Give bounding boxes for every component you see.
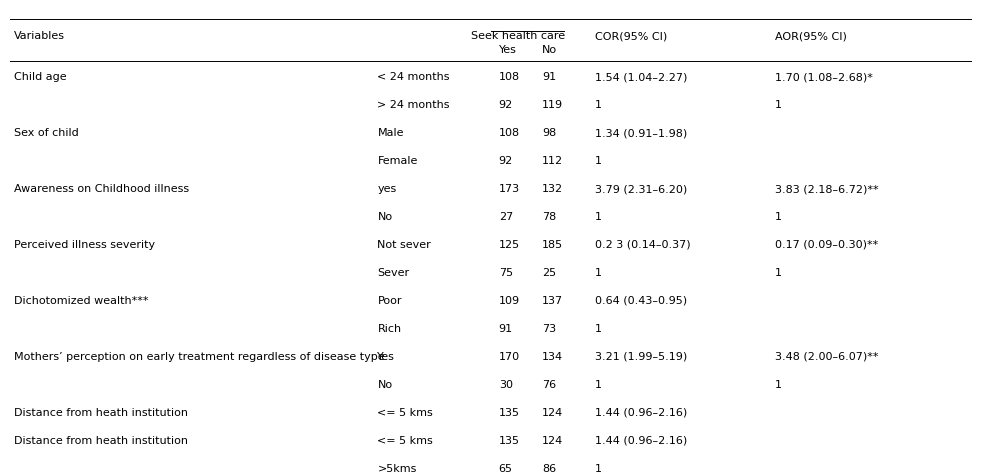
Text: Perceived illness severity: Perceived illness severity xyxy=(14,240,155,250)
Text: yes: yes xyxy=(377,184,397,194)
Text: 92: 92 xyxy=(499,100,513,110)
Text: 124: 124 xyxy=(542,436,564,446)
Text: 125: 125 xyxy=(499,240,519,250)
Text: 1: 1 xyxy=(595,100,602,110)
Text: 30: 30 xyxy=(499,380,513,390)
Text: Yes: Yes xyxy=(499,46,517,56)
Text: 1: 1 xyxy=(595,268,602,278)
Text: 112: 112 xyxy=(542,156,563,166)
Text: 109: 109 xyxy=(499,296,519,306)
Text: 137: 137 xyxy=(542,296,563,306)
Text: 1: 1 xyxy=(775,212,782,222)
Text: COR(95% CI): COR(95% CI) xyxy=(595,31,667,41)
Text: Dichotomized wealth***: Dichotomized wealth*** xyxy=(14,296,148,306)
Text: 91: 91 xyxy=(542,72,556,82)
Text: Mothers’ perception on early treatment regardless of disease type: Mothers’ perception on early treatment r… xyxy=(14,352,384,362)
Text: 75: 75 xyxy=(499,268,513,278)
Text: 3.79 (2.31–6.20): 3.79 (2.31–6.20) xyxy=(595,184,687,194)
Text: 1.44 (0.96–2.16): 1.44 (0.96–2.16) xyxy=(595,436,687,446)
Text: Sex of child: Sex of child xyxy=(14,128,79,138)
Text: 3.48 (2.00–6.07)**: 3.48 (2.00–6.07)** xyxy=(775,352,878,362)
Text: Yes: Yes xyxy=(377,352,396,362)
Text: 1: 1 xyxy=(595,212,602,222)
Text: 1: 1 xyxy=(775,268,782,278)
Text: Distance from heath institution: Distance from heath institution xyxy=(14,436,188,446)
Text: 134: 134 xyxy=(542,352,563,362)
Text: 76: 76 xyxy=(542,380,556,390)
Text: No: No xyxy=(377,380,393,390)
Text: 135: 135 xyxy=(499,436,519,446)
Text: 65: 65 xyxy=(499,464,513,474)
Text: <= 5 kms: <= 5 kms xyxy=(377,436,433,446)
Text: 78: 78 xyxy=(542,212,556,222)
Text: 1: 1 xyxy=(595,380,602,390)
Text: 1: 1 xyxy=(775,100,782,110)
Text: 108: 108 xyxy=(499,128,519,138)
Text: > 24 months: > 24 months xyxy=(377,100,450,110)
Text: 1: 1 xyxy=(595,464,602,474)
Text: 108: 108 xyxy=(499,72,519,82)
Text: Child age: Child age xyxy=(14,72,67,82)
Text: Male: Male xyxy=(377,128,404,138)
Text: 135: 135 xyxy=(499,408,519,418)
Text: No: No xyxy=(377,212,393,222)
Text: 1.34 (0.91–1.98): 1.34 (0.91–1.98) xyxy=(595,128,687,138)
Text: <= 5 kms: <= 5 kms xyxy=(377,408,433,418)
Text: 170: 170 xyxy=(499,352,519,362)
Text: 1: 1 xyxy=(595,324,602,334)
Text: 0.2 3 (0.14–0.37): 0.2 3 (0.14–0.37) xyxy=(595,240,690,250)
Text: 0.64 (0.43–0.95): 0.64 (0.43–0.95) xyxy=(595,296,687,306)
Text: 86: 86 xyxy=(542,464,556,474)
Text: 98: 98 xyxy=(542,128,556,138)
Text: Female: Female xyxy=(377,156,417,166)
Text: 0.17 (0.09–0.30)**: 0.17 (0.09–0.30)** xyxy=(775,240,878,250)
Text: Poor: Poor xyxy=(377,296,402,306)
Text: 1: 1 xyxy=(775,380,782,390)
Text: 3.21 (1.99–5.19): 3.21 (1.99–5.19) xyxy=(595,352,687,362)
Text: Distance from heath institution: Distance from heath institution xyxy=(14,408,188,418)
Text: 173: 173 xyxy=(499,184,519,194)
Text: Variables: Variables xyxy=(14,31,65,41)
Text: 119: 119 xyxy=(542,100,563,110)
Text: 92: 92 xyxy=(499,156,513,166)
Text: 91: 91 xyxy=(499,324,513,334)
Text: 132: 132 xyxy=(542,184,563,194)
Text: 1.70 (1.08–2.68)*: 1.70 (1.08–2.68)* xyxy=(775,72,873,82)
Text: 25: 25 xyxy=(542,268,556,278)
Text: Not sever: Not sever xyxy=(377,240,431,250)
Text: 3.83 (2.18–6.72)**: 3.83 (2.18–6.72)** xyxy=(775,184,879,194)
Text: Awareness on Childhood illness: Awareness on Childhood illness xyxy=(14,184,189,194)
Text: Sever: Sever xyxy=(377,268,409,278)
Text: 185: 185 xyxy=(542,240,563,250)
Text: 124: 124 xyxy=(542,408,564,418)
Text: >5kms: >5kms xyxy=(377,464,416,474)
Text: 27: 27 xyxy=(499,212,513,222)
Text: 73: 73 xyxy=(542,324,556,334)
Text: 1: 1 xyxy=(595,156,602,166)
Text: 1.44 (0.96–2.16): 1.44 (0.96–2.16) xyxy=(595,408,687,418)
Text: No: No xyxy=(542,46,557,56)
Text: < 24 months: < 24 months xyxy=(377,72,450,82)
Text: 1.54 (1.04–2.27): 1.54 (1.04–2.27) xyxy=(595,72,687,82)
Text: AOR(95% CI): AOR(95% CI) xyxy=(775,31,846,41)
Text: Seek health care: Seek health care xyxy=(471,31,565,41)
Text: Rich: Rich xyxy=(377,324,402,334)
